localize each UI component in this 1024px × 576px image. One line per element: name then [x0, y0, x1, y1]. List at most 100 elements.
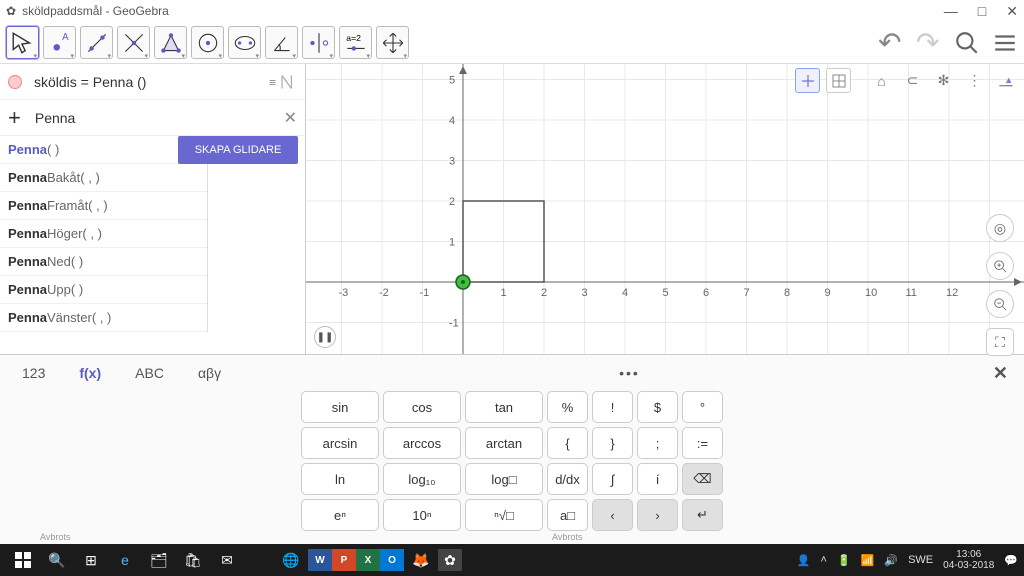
algebra-row-1[interactable]: sköldis = Penna () ≡: [0, 64, 305, 100]
key-log□[interactable]: log□: [465, 463, 543, 495]
autocomplete-item[interactable]: Penna( ): [0, 136, 207, 164]
perpendicular-tool[interactable]: [117, 26, 150, 59]
algebra-input-row[interactable]: + ✕: [0, 100, 305, 136]
volume-icon[interactable]: 🔊: [884, 554, 898, 567]
point-tool[interactable]: A: [43, 26, 76, 59]
key-arccos[interactable]: arccos: [383, 427, 461, 459]
autocomplete-item[interactable]: PennaFramåt( , ): [0, 192, 207, 220]
slider-tool[interactable]: a=2: [339, 26, 372, 59]
graphics-view[interactable]: -3-2-1123456789101112-112345 ⌂ ⊂ ✻ ⋮ ◎ ⛶…: [306, 64, 1024, 354]
taskview-icon[interactable]: ⊞: [74, 546, 108, 574]
key-:=[interactable]: :=: [682, 427, 723, 459]
search-taskbar-icon[interactable]: 🔍: [40, 546, 74, 574]
word-icon[interactable]: W: [308, 549, 332, 571]
powerpoint-icon[interactable]: P: [332, 549, 356, 571]
store-icon[interactable]: 🛍: [176, 546, 210, 574]
graph-canvas[interactable]: -3-2-1123456789101112-112345: [306, 64, 1024, 354]
key-{[interactable]: {: [547, 427, 588, 459]
visibility-dot[interactable]: [8, 75, 22, 89]
zoom-in-icon[interactable]: [986, 252, 1014, 280]
key-í[interactable]: í: [637, 463, 678, 495]
clear-input-icon[interactable]: ✕: [284, 108, 297, 128]
wifi-icon[interactable]: 📶: [861, 554, 875, 567]
firefox-icon[interactable]: 🦊: [404, 546, 438, 574]
outlook-icon[interactable]: O: [380, 549, 404, 571]
key-›[interactable]: ›: [637, 499, 678, 531]
menu-icon[interactable]: [992, 30, 1018, 56]
undo-button[interactable]: ↶: [878, 30, 904, 56]
people-icon[interactable]: 👤: [797, 554, 811, 567]
key-ⁿ√□[interactable]: ⁿ√□: [465, 499, 543, 531]
ellipse-tool[interactable]: [228, 26, 261, 59]
symbolic-toggle-icon[interactable]: ≡: [269, 72, 297, 92]
angle-tool[interactable]: [265, 26, 298, 59]
autocomplete-item[interactable]: PennaNed( ): [0, 248, 207, 276]
keyboard-more-icon[interactable]: •••: [619, 365, 640, 381]
standard-view-icon[interactable]: [993, 68, 1018, 93]
home-icon[interactable]: ⌂: [869, 68, 894, 93]
target-icon[interactable]: ◎: [986, 214, 1014, 242]
zoom-out-icon[interactable]: [986, 290, 1014, 318]
grid-settings-icon[interactable]: [826, 68, 851, 93]
key-‹[interactable]: ‹: [592, 499, 633, 531]
fullscreen-icon[interactable]: ⛶: [986, 328, 1014, 356]
key-eⁿ[interactable]: eⁿ: [301, 499, 379, 531]
start-button[interactable]: [6, 546, 40, 574]
key-log₁₀[interactable]: log₁₀: [383, 463, 461, 495]
settings-gear-icon[interactable]: ✻: [931, 68, 956, 93]
key-tan[interactable]: tan: [465, 391, 543, 423]
pause-button[interactable]: ❚❚: [314, 326, 336, 348]
battery-icon[interactable]: 🔋: [837, 554, 851, 567]
create-slider-button[interactable]: SKAPA GLIDARE: [178, 136, 298, 164]
key-↵[interactable]: ↵: [682, 499, 723, 531]
mail-icon[interactable]: ✉: [210, 546, 244, 574]
key-%[interactable]: %: [547, 391, 588, 423]
key-arctan[interactable]: arctan: [465, 427, 543, 459]
maximize-button[interactable]: □: [978, 3, 986, 20]
excel-icon[interactable]: X: [356, 549, 380, 571]
key-d/dx[interactable]: d/dx: [547, 463, 588, 495]
tab-greek[interactable]: αβγ: [192, 359, 227, 387]
polygon-tool[interactable]: [154, 26, 187, 59]
reset-icon[interactable]: ⊂: [900, 68, 925, 93]
key-}[interactable]: }: [592, 427, 633, 459]
redo-button[interactable]: ↷: [916, 30, 942, 56]
add-icon[interactable]: +: [8, 105, 21, 131]
move-view-tool[interactable]: [376, 26, 409, 59]
circle-tool[interactable]: [191, 26, 224, 59]
clock[interactable]: 13:0604-03-2018: [943, 549, 994, 571]
key-10ⁿ[interactable]: 10ⁿ: [383, 499, 461, 531]
tray-up-icon[interactable]: ˄: [821, 554, 827, 566]
key-arcsin[interactable]: arcsin: [301, 427, 379, 459]
key-cos[interactable]: cos: [383, 391, 461, 423]
close-button[interactable]: ✕: [1006, 3, 1018, 20]
key-⌫[interactable]: ⌫: [682, 463, 723, 495]
key-$[interactable]: $: [637, 391, 678, 423]
file-explorer-icon[interactable]: 🗂: [142, 546, 176, 574]
geogebra-taskbar-icon[interactable]: ✿: [438, 549, 462, 571]
move-tool[interactable]: [6, 26, 39, 59]
algebra-input[interactable]: [35, 110, 284, 126]
notifications-icon[interactable]: 💬: [1004, 554, 1018, 567]
axes-grid-icon[interactable]: [795, 68, 820, 93]
autocomplete-item[interactable]: PennaVänster( , ): [0, 304, 207, 332]
key-ln[interactable]: ln: [301, 463, 379, 495]
autocomplete-item[interactable]: PennaHöger( , ): [0, 220, 207, 248]
key-∫[interactable]: ∫: [592, 463, 633, 495]
autocomplete-item[interactable]: PennaBakåt( , ): [0, 164, 207, 192]
search-icon[interactable]: [954, 30, 980, 56]
chrome-icon[interactable]: 🌐: [274, 546, 308, 574]
edge-icon[interactable]: e: [108, 546, 142, 574]
tab-fx[interactable]: f(x): [73, 359, 107, 387]
key-![interactable]: !: [592, 391, 633, 423]
minimize-button[interactable]: —: [944, 3, 958, 20]
key-;[interactable]: ;: [637, 427, 678, 459]
reflect-tool[interactable]: [302, 26, 335, 59]
tab-123[interactable]: 123: [16, 359, 51, 387]
language-indicator[interactable]: SWE: [908, 554, 933, 566]
tab-abc[interactable]: ABC: [129, 359, 170, 387]
key-a□[interactable]: a□: [547, 499, 588, 531]
line-tool[interactable]: [80, 26, 113, 59]
keyboard-close-icon[interactable]: ✕: [993, 363, 1008, 384]
key-°[interactable]: °: [682, 391, 723, 423]
